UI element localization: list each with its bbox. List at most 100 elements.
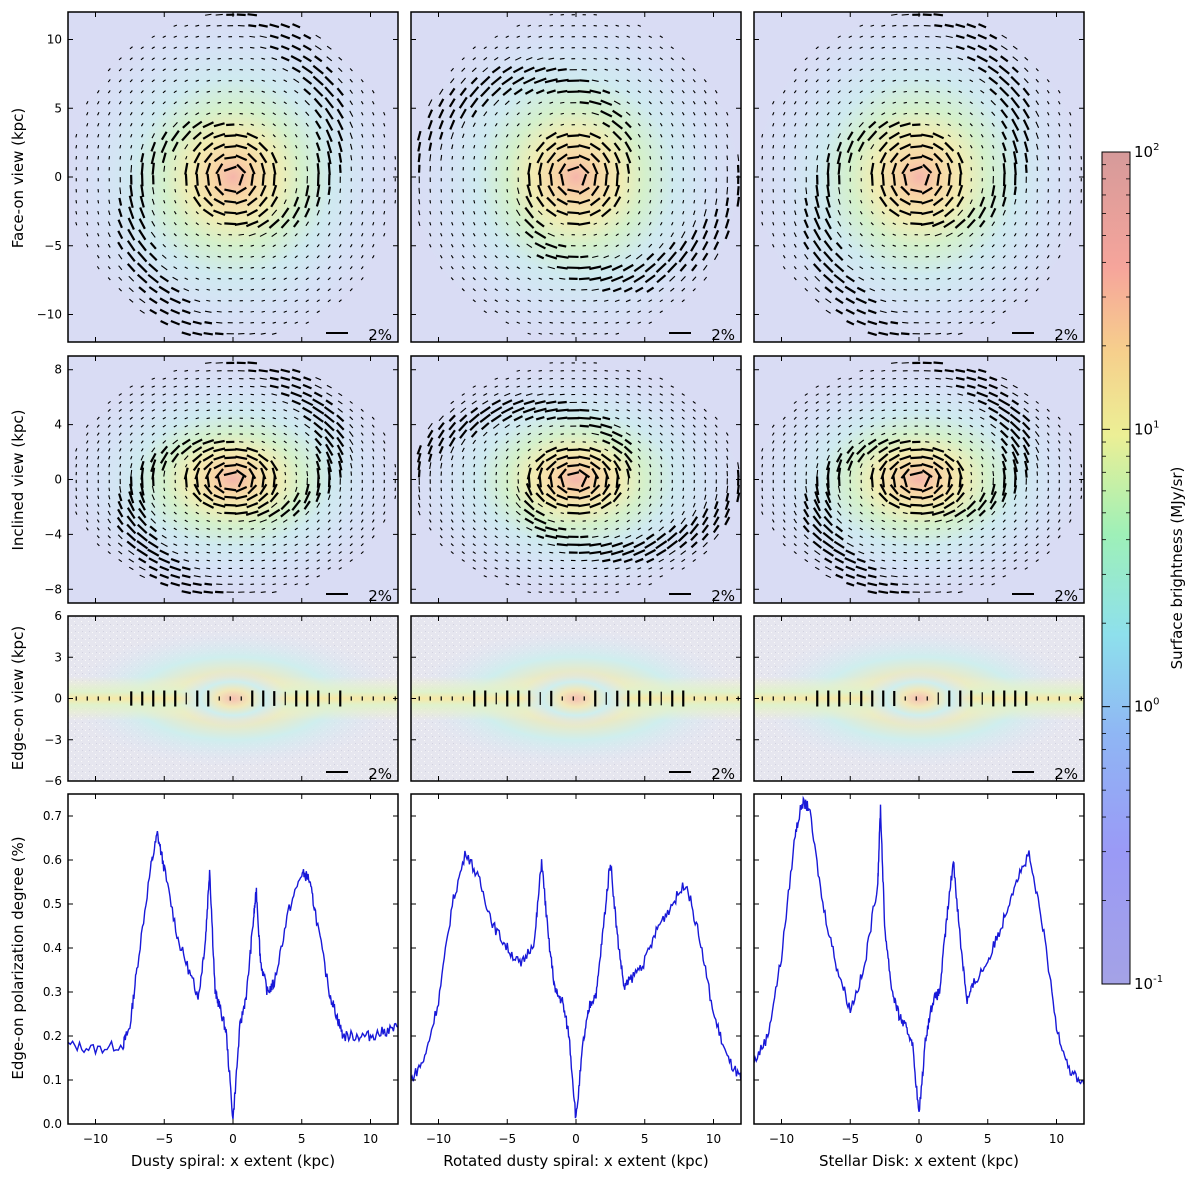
xtick-label: 5 xyxy=(298,1132,306,1146)
polarization-vectors xyxy=(761,690,1082,707)
colorbar-gradient xyxy=(1101,151,1131,985)
polarization-vectors xyxy=(75,361,397,595)
colorbar-tick-label: 100 xyxy=(1134,697,1159,716)
profile-panels: −10 −5 0 5 10 0.0 0.1 0.2 0.3 0.4 0.5 0.6 0.7 −10 −5 0 5… xyxy=(43,793,1085,1146)
profile-panel-2: −10 −5 0 5 10 xyxy=(410,793,742,1146)
galaxy-light xyxy=(68,368,398,591)
scale-bar-label: 2% xyxy=(711,326,735,344)
polarization-vectors xyxy=(418,690,739,707)
galaxy-bulge xyxy=(521,670,631,727)
ylabel-face-on: Face-on view (kpc) xyxy=(9,108,27,249)
panel-ticks: −6 −3 0 3 6 xyxy=(44,609,398,788)
scale-bar: 2% xyxy=(669,587,735,605)
xtick-label: −10 xyxy=(769,1132,794,1146)
map-panel-edge-on-1: 2% −6 −3 0 3 6 xyxy=(44,609,399,788)
galaxy-light xyxy=(411,368,741,591)
ytick-label: 5 xyxy=(54,101,62,115)
polarization-vectors xyxy=(75,690,396,707)
colorbar-tick-label: 10-1 xyxy=(1134,974,1163,993)
ytick-label: 0.3 xyxy=(43,985,62,999)
profile-ticks: −10 −5 0 5 10 xyxy=(754,794,1084,1146)
scale-bar: 2% xyxy=(1012,326,1078,344)
ytick-label: −5 xyxy=(44,239,62,253)
xtick-label: −10 xyxy=(83,1132,108,1146)
map-panel-face-on-2: 2% xyxy=(410,11,742,344)
polarization-vectors xyxy=(761,13,1083,337)
scale-bar: 2% xyxy=(326,765,392,783)
polarization-line-2 xyxy=(411,850,741,1119)
scale-bar-label: 2% xyxy=(368,765,392,783)
ytick-label: 0.4 xyxy=(43,941,62,955)
map-panel-edge-on-3: 2% xyxy=(753,615,1085,783)
xtick-label: 10 xyxy=(1049,1132,1064,1146)
xtick-label: 5 xyxy=(641,1132,649,1146)
polarization-vectors xyxy=(416,362,741,594)
ytick-label: 10 xyxy=(47,33,62,47)
polarization-vectors xyxy=(75,13,397,337)
xtick-label: 5 xyxy=(984,1132,992,1146)
xtick-label: −10 xyxy=(426,1132,451,1146)
panel-ticks xyxy=(411,356,741,603)
polarization-line-3 xyxy=(754,795,1084,1112)
galaxy-light xyxy=(754,12,1084,342)
profile-panel-1: −10 −5 0 5 10 0.0 0.1 0.2 0.3 0.4 0.5 0.6 0.7 xyxy=(43,793,399,1146)
galaxy-light xyxy=(411,12,741,342)
polarization-line-1 xyxy=(68,830,398,1120)
ytick-label: 4 xyxy=(54,418,62,432)
ylabel-polarization: Edge-on polarization degree (%) xyxy=(9,836,27,1079)
scale-bar: 2% xyxy=(326,326,392,344)
scale-bar-label: 2% xyxy=(368,326,392,344)
xtick-label: −5 xyxy=(155,1132,173,1146)
row-labels: Face-on view (kpc) Inclined view (kpc) E… xyxy=(9,108,27,1080)
map-panel-face-on-3: 2% xyxy=(753,11,1085,344)
colorbar-label: Surface brightness (MJy/sr) xyxy=(1168,467,1186,670)
panel-ticks xyxy=(754,356,1084,603)
xtick-label: −5 xyxy=(498,1132,516,1146)
xtick-label: −5 xyxy=(841,1132,859,1146)
profile-ticks: −10 −5 0 5 10 0.0 0.1 0.2 0.3 0.4 0.5 0.6 0.7 xyxy=(43,794,398,1146)
xtick-label: 10 xyxy=(363,1132,378,1146)
ytick-label: 0.2 xyxy=(43,1029,62,1043)
xlabel-rotated-dusty-spiral: Rotated dusty spiral: x extent (kpc) xyxy=(443,1152,709,1170)
ytick-label: 0.1 xyxy=(43,1073,62,1087)
xlabel-dusty-spiral: Dusty spiral: x extent (kpc) xyxy=(131,1152,335,1170)
scale-bar: 2% xyxy=(669,765,735,783)
scale-bar-label: 2% xyxy=(1054,587,1078,605)
xtick-label: 10 xyxy=(706,1132,721,1146)
ytick-label: −4 xyxy=(44,527,62,541)
profile-panel-3: −10 −5 0 5 10 xyxy=(753,793,1085,1146)
colorbar: 102 101 100 10-1 Surface brightness (MJy/sr… xyxy=(1101,142,1186,993)
panel-ticks xyxy=(754,12,1084,342)
scale-bar-label: 2% xyxy=(1054,326,1078,344)
ytick-label: 0 xyxy=(54,473,62,487)
xlabel-stellar-disk: Stellar Disk: x extent (kpc) xyxy=(819,1152,1019,1170)
colorbar-tick-label: 101 xyxy=(1134,419,1159,438)
scale-bar: 2% xyxy=(1012,587,1078,605)
scale-bar-label: 2% xyxy=(711,587,735,605)
ytick-label: 0.0 xyxy=(43,1117,62,1131)
xtick-label: 0 xyxy=(915,1132,923,1146)
profile-ticks: −10 −5 0 5 10 xyxy=(411,794,741,1146)
xlabels: Dusty spiral: x extent (kpc) Rotated dus… xyxy=(131,1152,1019,1170)
map-panel-face-on-1: 2% −10 −5 0 5 10 xyxy=(37,11,399,344)
scale-bar-label: 2% xyxy=(368,587,392,605)
ytick-label: 0.6 xyxy=(43,853,62,867)
ytick-label: 6 xyxy=(54,609,62,623)
scale-bar: 2% xyxy=(1012,765,1078,783)
ytick-label: 0.5 xyxy=(43,897,62,911)
galaxy-light xyxy=(68,12,398,342)
polarization-vectors xyxy=(761,361,1083,595)
map-panel-edge-on-2: 2% xyxy=(410,615,742,783)
xtick-label: 0 xyxy=(572,1132,580,1146)
ytick-label: 0 xyxy=(54,692,62,706)
scale-bar: 2% xyxy=(669,326,735,344)
map-panel-inclined-2: 2% xyxy=(410,355,742,605)
scale-bar-label: 2% xyxy=(1054,765,1078,783)
panel-ticks: −10 −5 0 5 10 xyxy=(37,12,398,342)
panel-ticks: −8 −4 0 4 8 xyxy=(44,356,398,603)
ytick-label: −10 xyxy=(37,308,62,322)
panel-ticks xyxy=(411,615,741,782)
galaxy-light xyxy=(754,368,1084,591)
